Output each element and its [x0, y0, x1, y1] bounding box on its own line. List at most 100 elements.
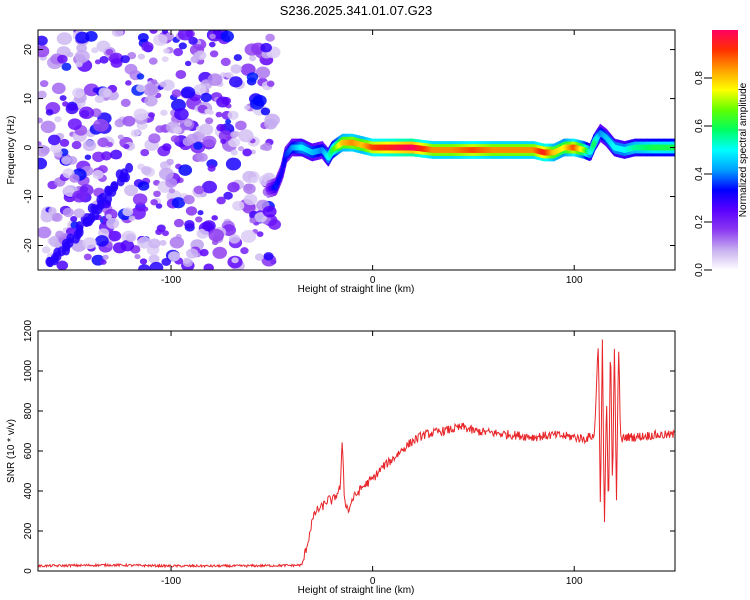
noise-blob: [132, 193, 148, 206]
noise-blob: [45, 216, 52, 223]
noise-blob: [259, 144, 268, 151]
spectrogram-ytick-label: -20: [23, 238, 34, 253]
noise-blob: [65, 227, 76, 236]
noise-blob: [193, 185, 205, 195]
noise-blob: [163, 48, 170, 54]
noise-blob: [183, 257, 191, 264]
noise-streak-blob: [66, 233, 75, 244]
noise-blob: [92, 169, 104, 180]
snr-ytick-label: 1000: [23, 359, 34, 382]
colorbar-gradient: [712, 30, 738, 270]
noise-blob: [200, 92, 212, 103]
noise-blob: [173, 48, 184, 57]
noise-blob: [155, 125, 165, 133]
noise-blob: [141, 41, 154, 52]
noise-blob: [243, 105, 250, 111]
snr-ytick-label: 400: [23, 482, 34, 499]
noise-blob: [66, 51, 74, 58]
noise-blob: [111, 30, 124, 38]
snr-series-line: [38, 339, 675, 569]
noise-blob: [134, 253, 141, 260]
spectrogram-xtick-label: 0: [370, 275, 376, 286]
noise-blob: [185, 206, 198, 216]
noise-blob: [160, 109, 168, 116]
noise-blob: [161, 56, 169, 63]
noise-blob: [84, 154, 92, 160]
colorbar-label: Normalized spectral amplitude: [738, 82, 749, 217]
noise-blob: [102, 254, 109, 260]
snr-ylabel: SNR (10 * v/v): [6, 419, 17, 483]
noise-blob: [256, 231, 264, 237]
noise-blob: [94, 59, 101, 65]
noise-streak-blob: [125, 162, 134, 173]
noise-blob: [75, 61, 83, 68]
colorbar: 0.0 0.2 0.4 0.6 0.8 Normalized spectral ampl…: [694, 30, 749, 277]
noise-blob: [148, 238, 161, 249]
noise-blob: [255, 66, 271, 79]
chart-title: S236.2025.341.01.07.G23: [280, 3, 433, 18]
noise-blob: [97, 137, 109, 148]
noise-blob: [196, 152, 208, 162]
noise-blob: [140, 148, 150, 157]
noise-blob: [82, 237, 97, 250]
noise-blob: [249, 217, 257, 224]
noise-blob: [233, 54, 242, 62]
noise-blob: [59, 138, 70, 147]
ridge-blob: [282, 157, 287, 164]
noise-blob: [264, 113, 280, 127]
snr-xtick-label: 100: [566, 576, 583, 587]
spectrogram-ylabel: Frequency (Hz): [6, 116, 17, 185]
noise-blob: [76, 43, 88, 53]
noise-blob: [148, 57, 158, 65]
noise-blob: [82, 139, 97, 152]
snr-xlabel: Height of straight line (km): [298, 585, 415, 596]
noise-blob: [136, 73, 145, 80]
noise-blob: [195, 216, 203, 223]
noise-blob: [230, 64, 242, 74]
noise-blob: [183, 194, 195, 205]
noise-blob: [220, 30, 235, 42]
noise-blob: [72, 87, 85, 99]
noise-blob: [62, 207, 74, 218]
noise-blob: [260, 42, 272, 53]
noise-blob: [268, 219, 282, 230]
noise-blob: [159, 81, 167, 88]
noise-blob: [130, 207, 146, 220]
noise-blob: [232, 200, 245, 211]
noise-blob: [199, 123, 214, 136]
noise-blob: [150, 199, 158, 206]
noise-blob: [105, 213, 112, 220]
noise-blob: [205, 117, 214, 125]
noise-blob: [79, 184, 94, 196]
noise-blob: [139, 258, 148, 265]
noise-blob: [243, 183, 256, 195]
noise-blob: [123, 143, 130, 149]
noise-blob: [177, 30, 193, 41]
noise-blob: [208, 228, 225, 242]
noise-blob: [47, 134, 61, 146]
noise-blob: [148, 254, 160, 264]
noise-blob: [220, 57, 231, 67]
noise-blob: [209, 50, 219, 58]
snr-xtick-label: 0: [370, 576, 376, 587]
colorbar-tick-label: 0.2: [694, 215, 705, 229]
noise-blobs: [38, 30, 282, 270]
noise-blob: [122, 207, 134, 217]
noise-blob: [137, 53, 145, 60]
noise-blob: [168, 188, 176, 194]
noise-blob: [125, 80, 132, 86]
noise-blob: [184, 220, 195, 229]
noise-streak-blob: [110, 182, 119, 193]
snr-ytick-label: 1200: [23, 319, 34, 342]
noise-blob: [40, 120, 56, 134]
noise-blob: [202, 220, 216, 232]
noise-blob: [216, 96, 230, 108]
noise-blob: [155, 203, 163, 209]
colorbar-tick-label: 0.6: [694, 119, 705, 133]
noise-blob: [219, 72, 227, 78]
noise-blob: [196, 228, 209, 239]
spectrogram-xlabel: Height of straight line (km): [298, 284, 415, 295]
noise-blob: [218, 130, 233, 142]
noise-blob: [110, 58, 123, 68]
